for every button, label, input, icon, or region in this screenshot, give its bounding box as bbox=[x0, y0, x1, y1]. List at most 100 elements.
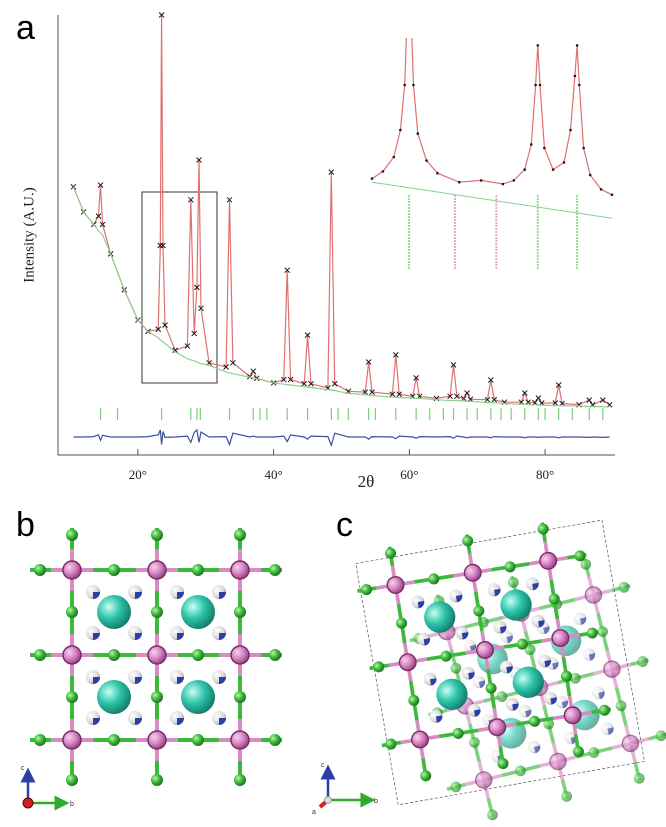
atom-cl bbox=[504, 561, 516, 573]
atom-mixed-part bbox=[93, 633, 100, 640]
atom-mixed-part bbox=[93, 592, 100, 599]
inset-point bbox=[436, 171, 439, 175]
atom-cl bbox=[655, 730, 666, 742]
atom-mixed-part bbox=[93, 718, 100, 725]
atom-mixed-part bbox=[550, 697, 557, 705]
atom-metal bbox=[398, 653, 417, 672]
atom-metal bbox=[386, 576, 405, 594]
inset-point bbox=[599, 188, 603, 191]
data-point bbox=[525, 399, 532, 406]
inset-point bbox=[523, 168, 527, 171]
data-point bbox=[328, 169, 335, 175]
atom-cl bbox=[384, 547, 397, 559]
atom-cl bbox=[385, 738, 397, 750]
inset-point bbox=[543, 146, 546, 150]
atom-cl bbox=[473, 605, 485, 617]
data-point bbox=[162, 322, 168, 328]
atom-cation bbox=[181, 680, 215, 714]
atom-cl bbox=[192, 734, 204, 746]
atom-cl bbox=[452, 727, 464, 739]
data-point bbox=[191, 330, 198, 337]
panel-label: c bbox=[336, 506, 353, 544]
atom-cl bbox=[234, 774, 246, 786]
inset-point bbox=[610, 193, 614, 197]
atom-cation bbox=[97, 595, 131, 629]
atom-metal bbox=[476, 641, 494, 659]
data-point bbox=[187, 196, 194, 203]
atom-cl bbox=[597, 626, 608, 638]
data-point bbox=[250, 368, 257, 375]
atom-cl bbox=[234, 606, 246, 618]
atom-mixed-part bbox=[455, 594, 463, 603]
data-point bbox=[284, 267, 291, 274]
data-point bbox=[464, 390, 470, 396]
atom-cl bbox=[234, 691, 246, 703]
zoom-box bbox=[141, 191, 218, 384]
atom-mixed-part bbox=[588, 652, 596, 661]
atom-cl bbox=[588, 747, 600, 758]
inset-point bbox=[392, 155, 396, 159]
data-point bbox=[369, 389, 375, 395]
atom-mixed-part bbox=[561, 700, 569, 709]
inset-point bbox=[551, 168, 555, 171]
atom-mixed-part bbox=[494, 588, 501, 597]
inset-point bbox=[536, 44, 540, 47]
atom-cation bbox=[424, 601, 456, 633]
series-line bbox=[72, 14, 610, 406]
data-point bbox=[287, 376, 294, 383]
atom-cl bbox=[151, 691, 163, 703]
inset bbox=[370, 38, 614, 270]
atom-mixed-part bbox=[177, 592, 184, 599]
inset-point bbox=[529, 143, 533, 146]
inset-point bbox=[582, 146, 585, 150]
data-point bbox=[172, 347, 179, 354]
atom-cl bbox=[569, 672, 581, 684]
data-point bbox=[308, 380, 314, 387]
x-tick-label: 60° bbox=[400, 467, 418, 482]
inset-point bbox=[573, 74, 577, 78]
data-point bbox=[389, 391, 396, 398]
axis-label: b bbox=[374, 798, 378, 805]
atom-mixed-part bbox=[506, 666, 513, 674]
atom-cl bbox=[428, 573, 440, 585]
atom-cl bbox=[633, 772, 645, 784]
atom-mixed-part bbox=[219, 592, 226, 599]
atom-mixed-part bbox=[474, 709, 481, 717]
atom-cl bbox=[485, 682, 497, 694]
atom-cl bbox=[269, 649, 281, 661]
data-point bbox=[365, 359, 372, 365]
data-point bbox=[447, 393, 453, 400]
atom-cl bbox=[561, 790, 573, 802]
atom-cl bbox=[528, 715, 541, 727]
atom-metal bbox=[147, 730, 167, 750]
atom-mixed-part bbox=[135, 718, 142, 725]
atom-cl bbox=[560, 670, 572, 682]
atom-mixed-part bbox=[423, 638, 431, 646]
atom-mixed-part bbox=[219, 677, 226, 684]
data-point bbox=[484, 396, 491, 403]
atom-cl bbox=[507, 577, 519, 588]
data-point bbox=[160, 242, 166, 249]
data-point bbox=[280, 376, 287, 383]
atom-cl bbox=[497, 758, 509, 770]
data-point bbox=[450, 362, 457, 368]
inset-point bbox=[588, 173, 592, 177]
atom-metal bbox=[549, 752, 567, 771]
inset-point bbox=[501, 182, 505, 186]
atom-mixed-part bbox=[607, 727, 614, 735]
data-point bbox=[194, 284, 200, 291]
inset-point bbox=[512, 179, 516, 182]
data-point bbox=[301, 380, 308, 387]
inset-point bbox=[381, 170, 385, 173]
atom-cl bbox=[572, 746, 584, 758]
atom-cl bbox=[34, 564, 46, 576]
atom-cl bbox=[468, 737, 480, 748]
atom-metal bbox=[551, 629, 570, 648]
atom-mixed-part bbox=[177, 718, 184, 725]
data-point bbox=[521, 390, 528, 396]
atom-cl bbox=[420, 770, 432, 782]
data-point bbox=[304, 332, 311, 339]
atom-cation bbox=[436, 678, 468, 710]
atom-mixed-part bbox=[135, 592, 142, 599]
atom-cl bbox=[598, 704, 610, 716]
